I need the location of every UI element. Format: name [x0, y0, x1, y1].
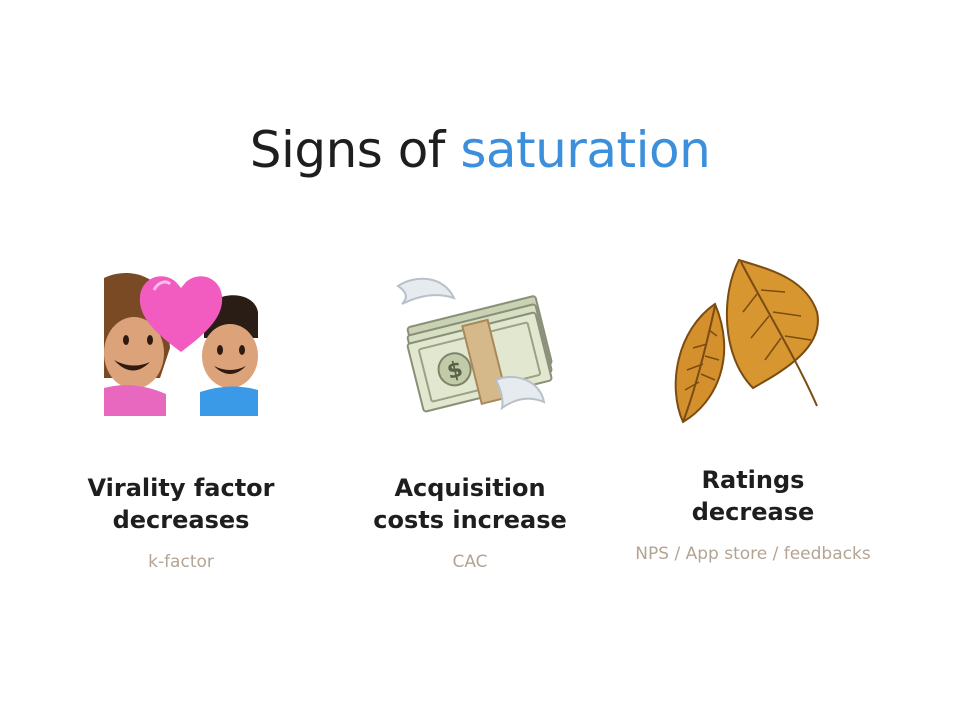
title-prefix: Signs of [249, 121, 446, 179]
virality-heading: Virality factor decreases [87, 474, 275, 534]
title-accent: saturation [460, 121, 711, 179]
acquisition-subtitle: CAC [452, 552, 488, 572]
virality-subtitle: k-factor [148, 552, 214, 572]
ratings-column: Ratings decrease NPS / App store / feedb… [603, 0, 903, 720]
svg-text:$: $ [444, 357, 465, 385]
acquisition-column: $ Acquisition costs increase CAC [320, 0, 620, 720]
page-title: Signs of saturation [0, 118, 960, 182]
ratings-heading: Ratings decrease [691, 466, 815, 526]
ratings-subtitle: NPS / App store / feedbacks [635, 544, 871, 564]
fallen-leaves-icon [674, 258, 819, 424]
couple-with-heart-icon [104, 272, 258, 416]
money-with-wings-icon: $ [396, 277, 553, 413]
acquisition-heading: Acquisition costs increase [373, 474, 567, 534]
virality-column: Virality factor decreases k-factor [31, 0, 331, 720]
